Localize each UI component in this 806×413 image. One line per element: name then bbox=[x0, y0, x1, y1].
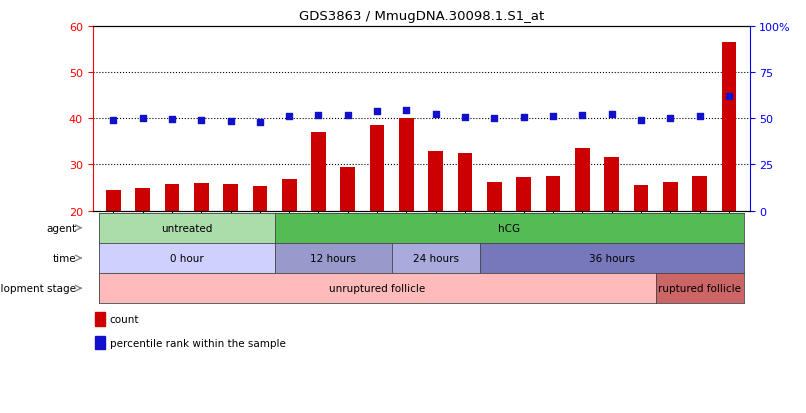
Bar bbox=[429, 151, 443, 211]
Bar bbox=[546, 176, 560, 211]
Text: GDS3863 / MmugDNA.30098.1.S1_at: GDS3863 / MmugDNA.30098.1.S1_at bbox=[298, 10, 544, 23]
Point bbox=[312, 113, 325, 119]
Text: hCG: hCG bbox=[498, 223, 520, 233]
Bar bbox=[458, 154, 472, 211]
Bar bbox=[194, 183, 209, 211]
Bar bbox=[135, 189, 150, 211]
Point bbox=[283, 114, 296, 121]
Point bbox=[517, 115, 530, 121]
Text: percentile rank within the sample: percentile rank within the sample bbox=[110, 338, 285, 348]
Text: 24 hours: 24 hours bbox=[413, 253, 459, 263]
Point bbox=[400, 107, 413, 114]
Point bbox=[165, 116, 178, 123]
Point bbox=[546, 114, 559, 121]
Point bbox=[342, 112, 355, 119]
Text: unruptured follicle: unruptured follicle bbox=[329, 283, 426, 294]
Point bbox=[488, 116, 501, 122]
Bar bbox=[95, 313, 105, 326]
Bar bbox=[663, 183, 678, 211]
Bar bbox=[517, 178, 531, 211]
Bar bbox=[311, 133, 326, 211]
Point bbox=[253, 119, 266, 126]
Bar bbox=[164, 184, 179, 211]
Text: 0 hour: 0 hour bbox=[169, 253, 203, 263]
Text: 12 hours: 12 hours bbox=[310, 253, 356, 263]
Point bbox=[459, 115, 472, 121]
Text: ruptured follicle: ruptured follicle bbox=[659, 283, 742, 294]
Point bbox=[195, 117, 208, 124]
Text: untreated: untreated bbox=[161, 223, 212, 233]
Bar bbox=[604, 158, 619, 211]
Text: time: time bbox=[52, 253, 76, 263]
Point bbox=[664, 116, 677, 122]
Text: development stage: development stage bbox=[0, 283, 76, 294]
Bar bbox=[282, 180, 297, 211]
Bar bbox=[487, 183, 502, 211]
Bar bbox=[721, 43, 737, 211]
Point bbox=[693, 114, 706, 121]
Bar bbox=[252, 187, 267, 211]
Point bbox=[723, 93, 736, 100]
Point bbox=[371, 108, 384, 115]
Bar bbox=[370, 126, 384, 211]
Bar bbox=[340, 167, 355, 211]
Point bbox=[634, 117, 647, 124]
Text: agent: agent bbox=[46, 223, 76, 233]
Point bbox=[576, 112, 589, 119]
Bar bbox=[223, 184, 238, 211]
Point bbox=[430, 111, 442, 118]
Bar bbox=[106, 190, 121, 211]
Point bbox=[106, 117, 119, 124]
Text: 36 hours: 36 hours bbox=[588, 253, 635, 263]
Text: count: count bbox=[110, 314, 139, 324]
Point bbox=[224, 119, 237, 125]
Bar bbox=[692, 176, 707, 211]
Bar bbox=[399, 119, 413, 211]
Bar bbox=[575, 149, 590, 211]
Point bbox=[136, 116, 149, 122]
Bar bbox=[634, 186, 648, 211]
Bar bbox=[95, 336, 105, 350]
Point bbox=[605, 111, 618, 118]
